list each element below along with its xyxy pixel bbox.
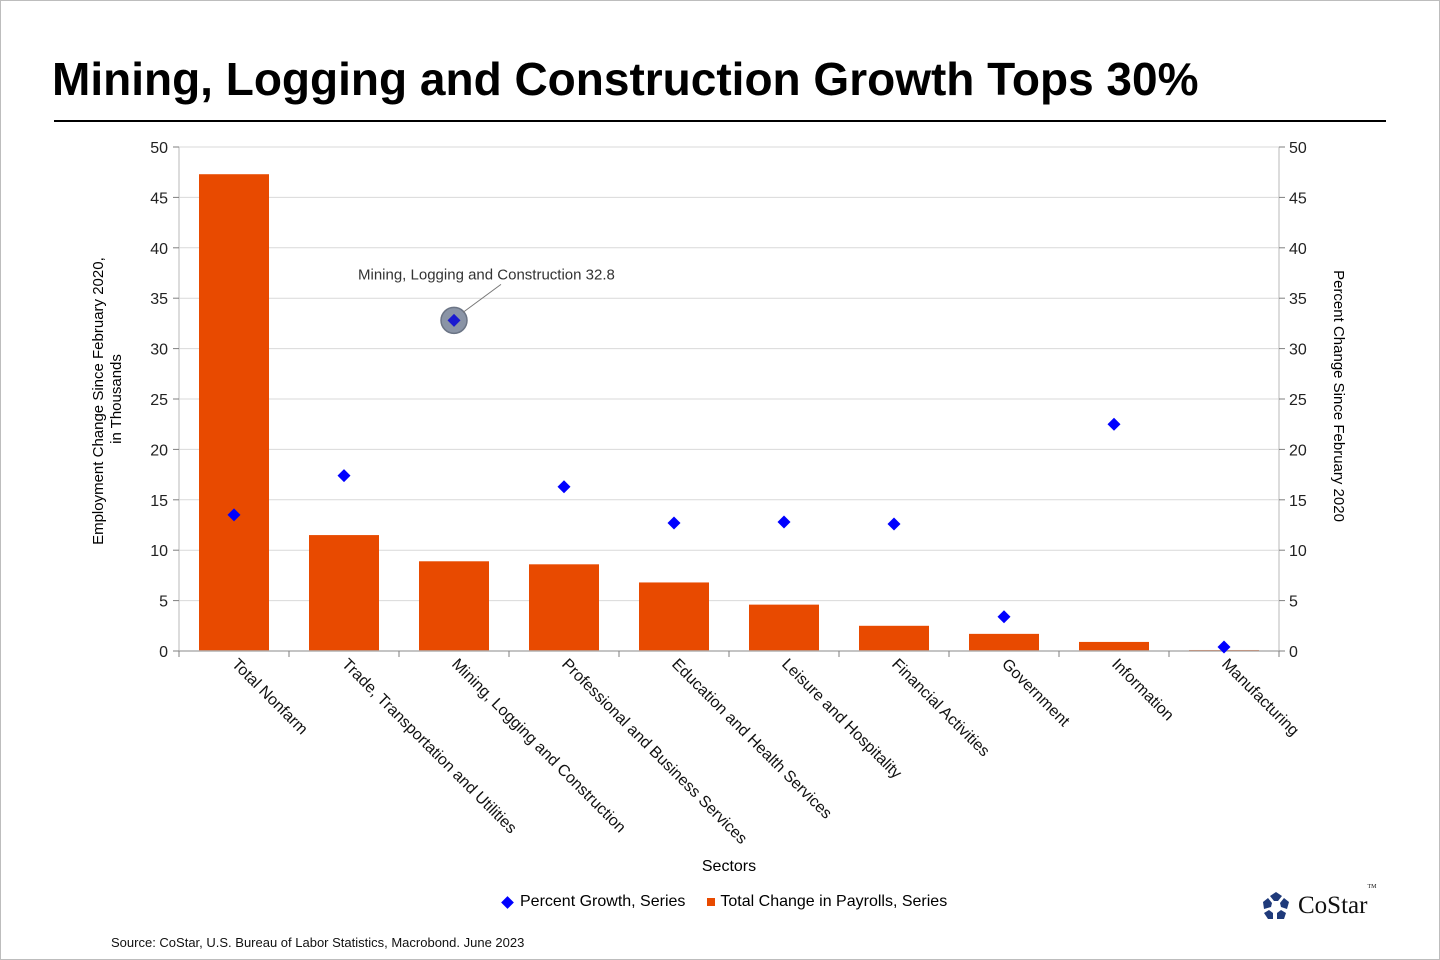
- bar: [749, 604, 819, 651]
- logo-trademark: TM: [1367, 884, 1377, 890]
- square-marker-icon: [707, 898, 716, 906]
- category-label: Financial Activities: [888, 656, 992, 760]
- bar: [309, 535, 379, 651]
- category-label: Total Nonfarm: [228, 656, 310, 738]
- diamond-point: [557, 480, 571, 494]
- y2-axis-title: Percent Change Since February 2020: [1330, 270, 1347, 522]
- category-label: Information: [1108, 656, 1177, 725]
- y-tick-label: 15: [150, 493, 168, 510]
- title-divider: [54, 120, 1386, 122]
- diamond-point: [227, 508, 241, 522]
- logo-name: CoStar: [1298, 892, 1368, 919]
- costar-logo: CoStar TM: [1260, 884, 1376, 922]
- y-axis-title-line-1: Employment Change Since February 2020,: [90, 257, 107, 545]
- bar: [639, 582, 709, 651]
- y-tick-label: 50: [150, 140, 168, 157]
- diamond-point: [337, 469, 351, 483]
- gridlines: [179, 146, 1279, 602]
- y2-tick-label: 45: [1289, 190, 1307, 207]
- logo-wordmark: CoStar TM: [1298, 884, 1376, 920]
- category-label: Manufacturing: [1218, 656, 1302, 740]
- y2-tick-label: 50: [1289, 140, 1307, 157]
- y-tick-label: 40: [150, 241, 168, 258]
- bar: [1079, 641, 1149, 651]
- scatter-series: [227, 313, 1231, 654]
- y2-tick-label: 5: [1289, 594, 1298, 611]
- y-tick-label: 25: [150, 392, 168, 409]
- y2-tick-label: 20: [1289, 442, 1307, 459]
- y-tick-label: 0: [159, 644, 168, 661]
- legend-label: Percent Growth, Series: [520, 893, 686, 910]
- legend-item-total-change[interactable]: Total Change in Payrolls, Series: [707, 893, 947, 911]
- left-y-ticks: 0 5 10 15 20 25 30 35 40 45 50: [150, 140, 179, 661]
- y-axis-title: Employment Change Since February 2020, i…: [90, 253, 125, 545]
- diamond-point: [777, 515, 791, 529]
- x-axis-title: Sectors: [702, 858, 756, 875]
- diamond-point: [1217, 640, 1231, 654]
- chart-title: Mining, Logging and Construction Growth …: [52, 53, 1199, 105]
- y2-tick-label: 10: [1289, 543, 1307, 560]
- source-note: Source: CoStar, U.S. Bureau of Labor Sta…: [111, 935, 525, 950]
- y-tick-label: 20: [150, 442, 168, 459]
- diamond-point: [667, 516, 681, 530]
- y-tick-label: 35: [150, 291, 168, 308]
- y2-tick-label: 40: [1289, 241, 1307, 258]
- y-tick-label: 5: [159, 594, 168, 611]
- bar: [969, 633, 1039, 651]
- y-axis-title-line-2: in Thousands: [108, 354, 125, 444]
- legend: Percent Growth, Series Total Change in P…: [500, 893, 947, 911]
- annotation: Mining, Logging and Construction 32.8: [358, 266, 615, 335]
- annotation-label: Mining, Logging and Construction 32.8: [358, 266, 615, 283]
- diamond-point: [997, 610, 1011, 624]
- category-label: Mining, Logging and Construction: [448, 656, 629, 837]
- bar: [859, 625, 929, 651]
- diamond-marker-icon: [501, 895, 514, 909]
- right-y-ticks: 0 5 10 15 20 25 30 35 40 45 50: [1279, 140, 1307, 661]
- y2-tick-label: 15: [1289, 493, 1307, 510]
- bar: [199, 174, 269, 651]
- x-category-labels: Total Nonfarm Trade, Transportation and U…: [228, 656, 1302, 848]
- category-label: Government: [998, 656, 1073, 731]
- y2-tick-label: 0: [1289, 644, 1298, 661]
- diamond-point: [887, 517, 901, 531]
- y2-tick-label: 35: [1289, 291, 1307, 308]
- legend-item-percent-growth[interactable]: Percent Growth, Series: [500, 893, 685, 911]
- bar: [419, 561, 489, 651]
- category-label: Trade, Transportation and Utilities: [338, 656, 519, 837]
- y2-tick-label: 25: [1289, 392, 1307, 409]
- legend-label: Total Change in Payrolls, Series: [720, 893, 948, 910]
- bar: [529, 564, 599, 651]
- costar-star-icon: [1263, 892, 1289, 919]
- category-label: Professional and Business Services: [558, 656, 750, 848]
- diamond-point: [447, 313, 461, 327]
- y-tick-label: 45: [150, 190, 168, 207]
- annotation-leader-line: [462, 283, 502, 313]
- category-label: Leisure and Hospitality: [778, 656, 904, 782]
- diamond-point: [1107, 417, 1121, 431]
- y-tick-label: 10: [150, 543, 168, 560]
- y-tick-label: 30: [150, 342, 168, 359]
- bar-series: [199, 174, 1259, 652]
- y2-tick-label: 30: [1289, 342, 1307, 359]
